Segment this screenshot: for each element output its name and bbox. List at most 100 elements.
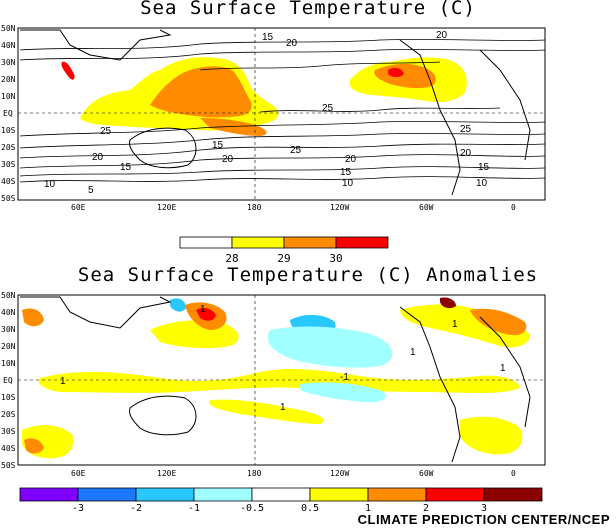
sst-lat-labels: 50N 40N 30N 20N 10N EQ 10S 20S 30S 40S 5… <box>1 24 16 203</box>
sst-colorbar: 28 29 30 <box>179 236 389 265</box>
lat-label: 10N <box>1 359 16 368</box>
lat-label: 20N <box>1 75 16 84</box>
lat-label: 20S <box>1 143 16 152</box>
sst-title: Sea Surface Temperature (C) <box>140 0 476 19</box>
anomaly-coastlines <box>20 296 531 463</box>
anomaly-orange-natl <box>470 308 527 336</box>
red-sea-red <box>61 61 75 80</box>
contour-label: 15 <box>120 162 132 173</box>
lat-label: 30N <box>1 58 16 67</box>
sst-map: 15 20 25 25 20 15 10 5 15 20 25 20 15 10… <box>1 24 546 212</box>
caribbean-red <box>388 67 404 77</box>
lon-label: 60W <box>419 203 434 212</box>
anomaly-colorbar-swatch <box>251 487 311 502</box>
lat-label: EQ <box>3 109 13 118</box>
lat-label: 40N <box>1 41 16 50</box>
contour-label: 15 <box>478 162 490 173</box>
contour-label: -1 <box>340 372 349 383</box>
lat-label: 10N <box>1 92 16 101</box>
contour-label: 20 <box>460 148 472 159</box>
warm-pool-orange-south <box>200 118 267 136</box>
contour-label: 1 <box>452 319 458 330</box>
contour-label: 20 <box>345 154 357 165</box>
anomaly-lon-labels: 60E 120E 180 120W 60W 0 <box>71 469 516 478</box>
anomaly-orange-med <box>22 308 44 327</box>
anomaly-colorbar-label: 2 <box>423 503 429 514</box>
anomaly-colorbar-swatch <box>367 487 427 502</box>
contour-label: 1 <box>60 376 66 387</box>
contour-label: 15 <box>212 140 224 151</box>
contour-label: 20 <box>222 154 234 165</box>
lon-label: 120E <box>157 203 176 212</box>
contour-label: 25 <box>460 124 472 135</box>
coastlines <box>20 29 531 196</box>
anomaly-lightcyan-spac <box>300 382 386 403</box>
contour-label: 20 <box>92 152 104 163</box>
anomaly-red-kuroshio <box>196 307 216 321</box>
contour-label: 25 <box>100 126 112 137</box>
lon-label: 180 <box>247 203 262 212</box>
anomaly-lightcyan-npac <box>267 326 393 368</box>
contour-label: 1 <box>500 363 506 374</box>
sst-colorbar-swatch <box>179 236 233 249</box>
anomaly-colorbar-label: 0.5 <box>301 503 319 514</box>
anomaly-colorbar: -3 -2 -1 -0.5 0.5 1 2 3 <box>19 487 543 514</box>
anomaly-colorbar-swatch <box>77 487 137 502</box>
contour-label: 25 <box>322 103 334 114</box>
anomaly-orange-sw <box>24 438 44 454</box>
contour-label: 5 <box>88 185 94 196</box>
contour-label: 1 <box>200 304 206 315</box>
lon-label: 60W <box>419 469 434 478</box>
contour-label: 10 <box>476 178 488 189</box>
anomaly-colorbar-swatch <box>193 487 253 502</box>
lat-label: 50N <box>1 291 16 300</box>
sst-fill-regions <box>61 57 467 136</box>
contour-label: 10 <box>342 178 354 189</box>
lat-label: 40S <box>1 444 16 453</box>
sst-anomaly-map: 1 1 1 1 1 -1 1 50N 40N 30N 20N 10N EQ 10… <box>1 291 546 478</box>
lon-label: 120W <box>330 203 349 212</box>
warm-pool-orange <box>150 66 252 118</box>
contour-label: 15 <box>262 32 274 43</box>
anomaly-colorbar-swatch <box>483 487 543 502</box>
sst-colorbar-swatch <box>283 236 337 249</box>
sst-contour-labels: 15 20 25 25 20 15 10 5 15 20 25 20 15 10… <box>44 30 490 196</box>
anomaly-yellow-south <box>209 399 324 424</box>
contour-label: 15 <box>340 167 352 178</box>
lat-label: 50S <box>1 194 16 203</box>
contour-label: 20 <box>286 38 298 49</box>
sst-anomaly-title: Sea Surface Temperature (C) Anomalies <box>77 264 539 286</box>
sst-contours <box>19 39 546 183</box>
lat-label: 20S <box>1 410 16 419</box>
lat-label: 30S <box>1 160 16 169</box>
lat-label: 10S <box>1 126 16 135</box>
anomaly-colorbar-label: -1 <box>188 503 200 514</box>
lat-label: 30S <box>1 427 16 436</box>
anomaly-colorbar-swatch <box>425 487 485 502</box>
anomaly-fill-regions <box>22 297 530 459</box>
sst-colorbar-swatch <box>231 236 285 249</box>
lon-label: 0 <box>511 203 516 212</box>
anomaly-colorbar-label: -0.5 <box>240 503 264 514</box>
lon-label: 120W <box>330 469 349 478</box>
sst-colorbar-label: 28 <box>225 252 238 265</box>
sst-colorbar-label: 29 <box>277 252 290 265</box>
lat-label: 20N <box>1 342 16 351</box>
lat-label: EQ <box>3 376 13 385</box>
anomaly-colorbar-label: -3 <box>72 503 84 514</box>
sst-colorbar-swatch <box>335 236 389 249</box>
lon-label: 60E <box>71 203 86 212</box>
anomaly-colorbar-label: 3 <box>481 503 487 514</box>
lat-label: 30N <box>1 325 16 334</box>
contour-label: 20 <box>436 30 448 41</box>
lat-label: 40N <box>1 308 16 317</box>
sst-colorbar-label: 30 <box>329 252 342 265</box>
lon-label: 0 <box>511 469 516 478</box>
anomaly-colorbar-swatch <box>309 487 369 502</box>
contour-label: 25 <box>290 145 302 156</box>
lat-label: 40S <box>1 177 16 186</box>
sst-lon-labels: 60E 120E 180 120W 60W 0 <box>71 203 516 212</box>
credit-text: CLIMATE PREDICTION CENTER/NCEP <box>357 512 610 527</box>
contour-label: 10 <box>44 179 56 190</box>
anomaly-colorbar-swatch <box>135 487 195 502</box>
